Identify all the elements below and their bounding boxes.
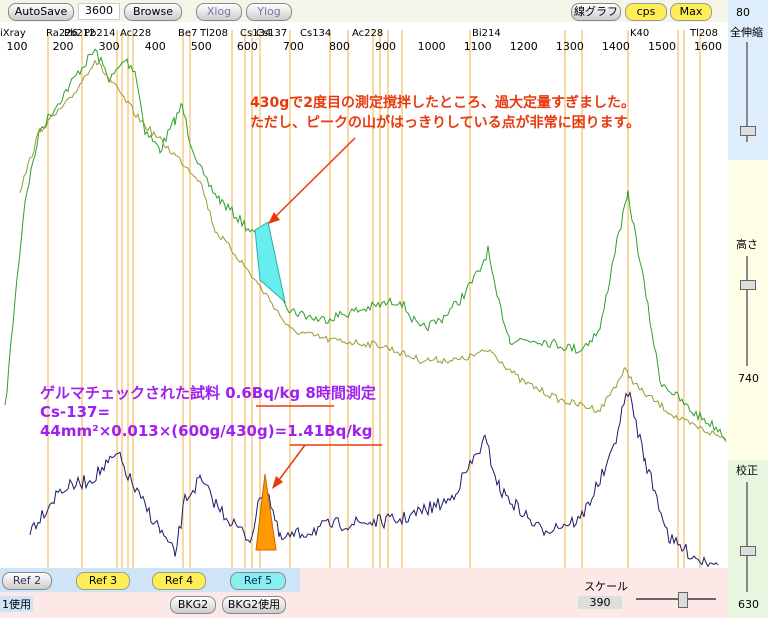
bkg2-use-button[interactable]: BKG2使用 xyxy=(222,596,286,614)
peak-label: Be7 xyxy=(178,28,197,39)
x-tick-label: 900 xyxy=(375,40,396,53)
zoom-thumb[interactable] xyxy=(740,126,756,136)
peak-label: Pb212 xyxy=(64,28,95,39)
x-tick-label: 300 xyxy=(99,40,120,53)
cs-peak-area xyxy=(255,473,277,551)
arrowhead xyxy=(268,212,280,224)
duration-field[interactable]: 3600 xyxy=(78,3,120,20)
max-button[interactable]: Max xyxy=(670,3,712,21)
calib-thumb[interactable] xyxy=(740,546,756,556)
green-spectrum xyxy=(4,48,727,441)
arrow xyxy=(275,444,306,485)
cps-button[interactable]: cps xyxy=(625,3,667,21)
x-tick-label: 700 xyxy=(283,40,304,53)
bkg2-button[interactable]: BKG2 xyxy=(170,596,216,614)
x-tick-label: 1500 xyxy=(648,40,676,53)
graph-mode-button[interactable]: 線グラフ xyxy=(571,3,621,21)
peak-label: Ac228 xyxy=(120,28,151,39)
browse-button[interactable]: Browse xyxy=(124,3,182,21)
calib-panel xyxy=(728,460,768,618)
x-tick-label: 600 xyxy=(237,40,258,53)
x-tick-label: 1100 xyxy=(464,40,492,53)
x-tick-label: 1300 xyxy=(556,40,584,53)
autosave-button[interactable]: AutoSave xyxy=(8,3,74,21)
peak-label: Cs134 xyxy=(300,28,331,39)
x-tick-label: 500 xyxy=(191,40,212,53)
ref2-button[interactable]: Ref 2 xyxy=(2,572,52,590)
zoom-label: 全伸縮 xyxy=(730,26,763,39)
top-value: 80 xyxy=(736,6,750,19)
ref4-button[interactable]: Ref 4 xyxy=(152,572,206,590)
peak-label: Ra226 xyxy=(46,28,78,39)
peak-label: Tl208 xyxy=(689,28,718,39)
right-panel: 80 全伸縮 高さ 740 校正 630 xyxy=(728,0,768,618)
arrow xyxy=(271,137,356,221)
ylog-button[interactable]: Ylog xyxy=(246,3,292,21)
peak-label: Ac228 xyxy=(352,28,383,39)
peak-label: iXray xyxy=(0,28,26,39)
scale-value: 390 xyxy=(578,596,622,609)
x-tick-label: 1600 xyxy=(694,40,722,53)
scale-slider[interactable] xyxy=(636,598,716,600)
x-tick-label: 1400 xyxy=(602,40,630,53)
olive-spectrum xyxy=(19,59,727,443)
x-tick-label: 100 xyxy=(7,40,28,53)
peak-label: Tl208 xyxy=(199,28,228,39)
x-tick-label: 400 xyxy=(145,40,166,53)
x-tick-label: 800 xyxy=(329,40,350,53)
note: 430gで2度目の測定撹拌したところ、過大定量すぎました。 xyxy=(250,94,635,111)
cs-peak-area xyxy=(254,221,286,304)
ref3-button[interactable]: Ref 3 xyxy=(76,572,130,590)
use1-label[interactable]: 1使用 xyxy=(0,596,33,612)
calib-value: 630 xyxy=(738,598,759,611)
scale-label: スケール xyxy=(584,580,628,593)
height-slider[interactable] xyxy=(746,256,748,366)
peak-label: Cs134 xyxy=(240,28,271,39)
calib-slider[interactable] xyxy=(746,482,748,592)
height-value: 740 xyxy=(738,372,759,385)
height-label: 高さ xyxy=(736,238,758,251)
navy-spectrum xyxy=(29,391,719,568)
xlog-button[interactable]: Xlog xyxy=(196,3,242,21)
sample-note: ゲルマチェックされた試料 0.6Bq/kg 8時間測定 xyxy=(40,384,376,402)
calib-label: 校正 xyxy=(736,464,758,477)
peak-label: Pb214 xyxy=(84,28,115,39)
peak-label: Bi214 xyxy=(472,28,501,39)
x-tick-label: 1000 xyxy=(418,40,446,53)
x-tick-label: 1200 xyxy=(510,40,538,53)
scale-thumb[interactable] xyxy=(678,592,688,608)
ref5-button[interactable]: Ref 5 xyxy=(230,572,286,590)
note: ただし、ピークの山がはっきりしている点が非常に困ります。 xyxy=(250,114,640,131)
formula-note: 44mm²×0.013×(600g/430g)=1.41Bq/kg xyxy=(40,422,373,440)
height-thumb[interactable] xyxy=(740,280,756,290)
cs-note: Cs-137= xyxy=(40,403,110,421)
toolbar: AutoSave 3600 Browse Xlog Ylog 線グラフ cps … xyxy=(0,0,728,22)
zoom-slider[interactable] xyxy=(746,42,748,142)
arrowhead xyxy=(272,476,283,489)
peak-label: K40 xyxy=(630,28,649,39)
bottom-bar: Ref 2 Ref 3 Ref 4 Ref 5 1使用 BKG2 BKG2使用 … xyxy=(0,568,728,618)
peak-label: Cs137 xyxy=(256,28,287,39)
x-tick-label: 200 xyxy=(53,40,74,53)
